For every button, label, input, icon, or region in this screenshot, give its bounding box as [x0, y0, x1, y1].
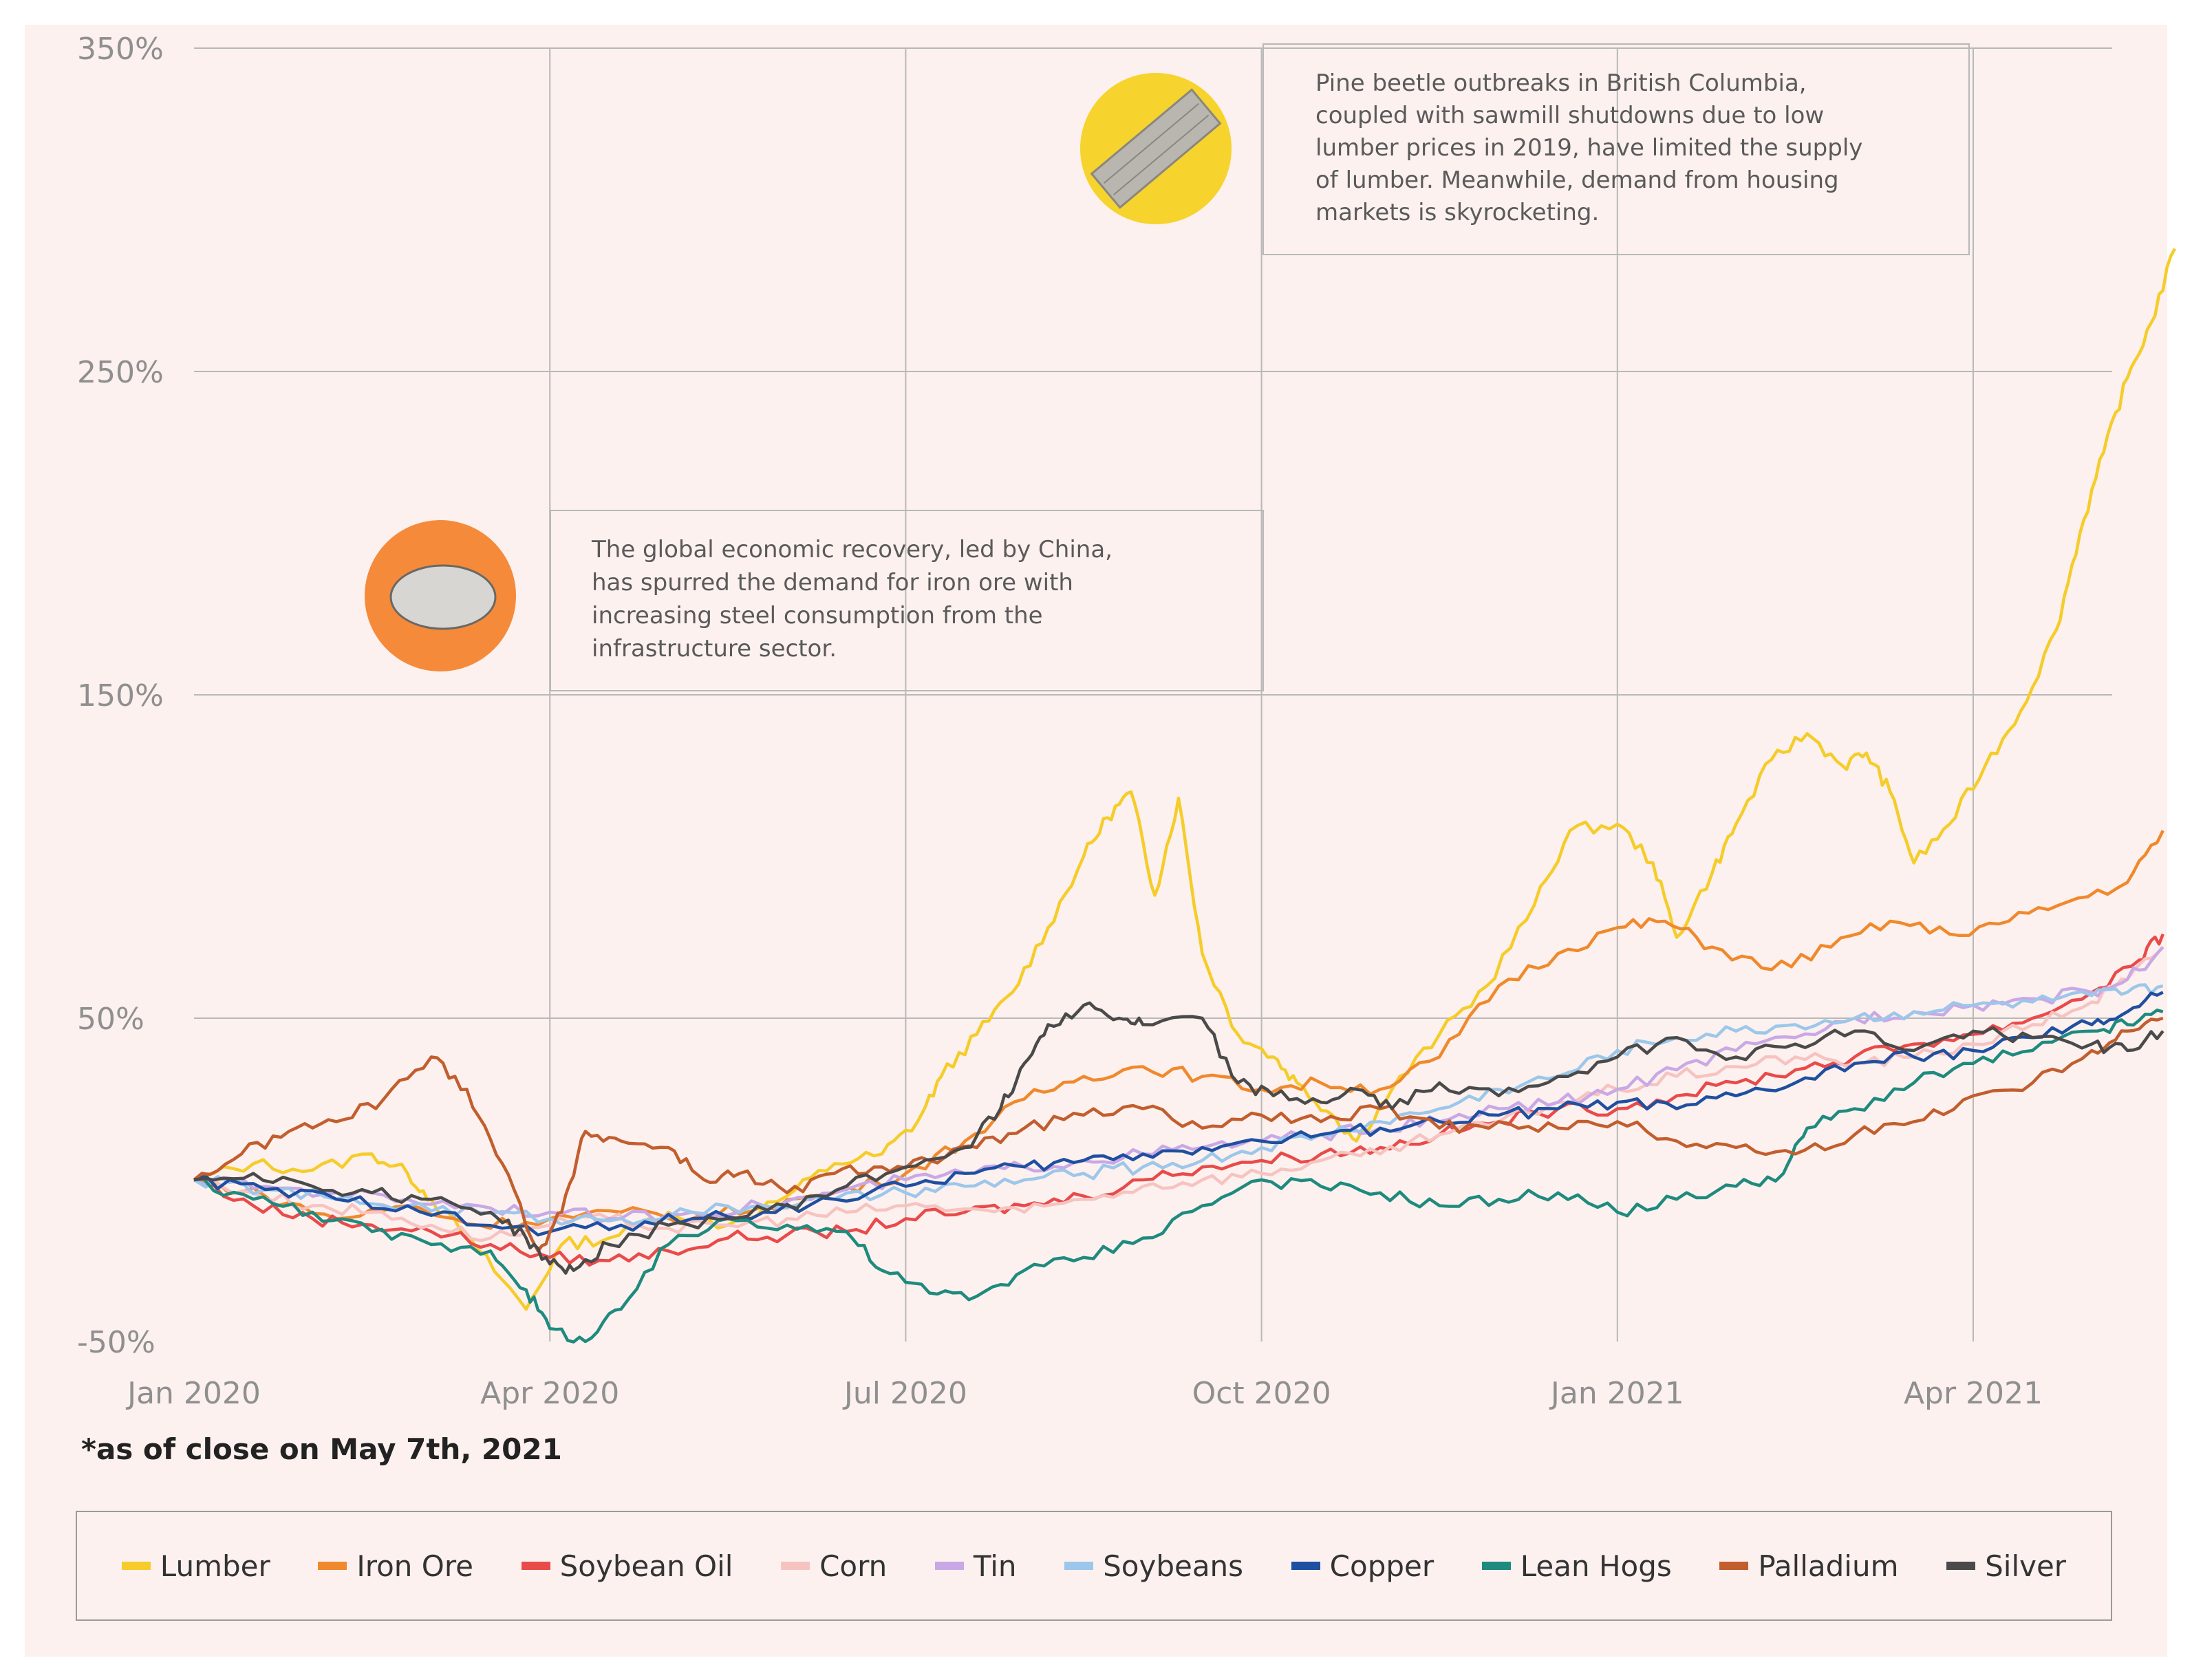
- legend-item-soybeans: Soybeans: [1064, 1549, 1243, 1583]
- legend-swatch: [1291, 1562, 1320, 1570]
- legend-swatch: [318, 1562, 347, 1570]
- legend: Lumber Iron Ore Soybean Oil Corn Tin Soybeans…: [76, 1511, 2112, 1621]
- legend-item-copper: Copper: [1291, 1549, 1434, 1583]
- legend-label: Soybeans: [1103, 1549, 1244, 1583]
- gridlines: [194, 47, 2112, 1342]
- x-axis-ticks: Jan 2020 Apr 2020 Jul 2020 Oct 2020 Jan 2021…: [125, 1376, 2043, 1411]
- lumber-annotation-line-5: markets is skyrocketing.: [1315, 199, 1599, 226]
- lumber-annotation-line-3: lumber prices in 2019, have limited the …: [1315, 134, 1862, 162]
- legend-label: Corn: [819, 1549, 888, 1583]
- x-tick-label: Apr 2020: [480, 1376, 619, 1411]
- legend-swatch: [1946, 1562, 1976, 1570]
- legend-label: Lean Hogs: [1520, 1549, 1672, 1583]
- lumber-annotation-line-1: Pine beetle outbreaks in British Columbi…: [1315, 69, 1807, 97]
- legend-swatch: [1064, 1562, 1094, 1570]
- x-tick-label: Jan 2021: [1549, 1376, 1684, 1411]
- lumber-plank-icon: [1090, 88, 1222, 209]
- series-line-silver: [193, 1001, 2164, 1275]
- iron-ore-annotation: The global economic recovery, led by Chi…: [365, 510, 1264, 691]
- legend-item-tin: Tin: [934, 1549, 1017, 1583]
- series-line-lumber: [193, 248, 2177, 1311]
- y-tick-label: -50%: [77, 1325, 155, 1360]
- legend-label: Lumber: [160, 1549, 270, 1583]
- lumber-annotation: Pine beetle outbreaks in British Columbi…: [1080, 43, 1970, 255]
- legend-label: Tin: [973, 1549, 1017, 1583]
- series-line-corn: [193, 946, 2164, 1242]
- series-line-tin: [193, 946, 2164, 1225]
- legend-item-soybean-oil: Soybean Oil: [521, 1549, 733, 1583]
- lumber-annotation-line-2: coupled with sawmill shutdowns due to lo…: [1315, 102, 1824, 129]
- y-tick-label: 250%: [77, 355, 164, 390]
- iron-ore-annotation-line-2: has spurred the demand for iron ore with: [592, 569, 1073, 596]
- series-line-palladium: [193, 1016, 2164, 1253]
- iron-ore-annotation-line-4: infrastructure sector.: [592, 635, 837, 663]
- legend-item-iron-ore: Iron Ore: [318, 1549, 473, 1583]
- y-tick-label: 50%: [77, 1002, 144, 1037]
- x-tick-label: Apr 2021: [1904, 1376, 2043, 1411]
- x-tick-label: Jul 2020: [842, 1376, 967, 1411]
- y-tick-label: 350%: [77, 32, 164, 67]
- legend-item-silver: Silver: [1946, 1549, 2066, 1583]
- legend-item-lumber: Lumber: [121, 1549, 270, 1583]
- series-line-soybeans: [193, 983, 2164, 1226]
- iron-ore-annotation-line-1: The global economic recovery, led by Chi…: [591, 536, 1113, 563]
- series-line-soybean-oil: [193, 933, 2164, 1267]
- series-lines: [193, 248, 2177, 1344]
- y-axis-ticks: 350% 250% 150% 50% -50%: [77, 32, 164, 1360]
- series-line-copper: [193, 991, 2164, 1237]
- legend-item-corn: Corn: [781, 1549, 887, 1583]
- legend-swatch: [121, 1562, 151, 1570]
- footnote: *as of close on May 7th, 2021: [81, 1432, 562, 1466]
- legend-swatch: [934, 1562, 964, 1570]
- x-tick-label: Jan 2020: [125, 1376, 261, 1411]
- series-line-lean-hogs: [193, 1009, 2164, 1344]
- series-line-iron-ore: [193, 830, 2164, 1230]
- legend-label: Copper: [1329, 1549, 1435, 1583]
- chart-panel: [25, 25, 2167, 1657]
- legend-swatch: [1481, 1562, 1511, 1570]
- legend-swatch: [1719, 1562, 1749, 1570]
- legend-label: Soybean Oil: [559, 1549, 733, 1583]
- iron-ore-annotation-line-3: increasing steel consumption from the: [592, 602, 1043, 629]
- legend-swatch: [521, 1562, 550, 1570]
- iron-ore-rock-icon: [389, 564, 497, 630]
- legend-label: Palladium: [1758, 1549, 1899, 1583]
- legend-label: Iron Ore: [356, 1549, 474, 1583]
- legend-item-palladium: Palladium: [1719, 1549, 1899, 1583]
- annotations: Pine beetle outbreaks in British Columbi…: [365, 43, 1970, 691]
- lumber-annotation-line-4: of lumber. Meanwhile, demand from housin…: [1315, 166, 1839, 194]
- legend-swatch: [781, 1562, 810, 1570]
- legend-label: Silver: [1985, 1549, 2067, 1583]
- x-tick-label: Oct 2020: [1192, 1376, 1331, 1411]
- legend-item-lean-hogs: Lean Hogs: [1481, 1549, 1672, 1583]
- y-tick-label: 150%: [77, 678, 164, 713]
